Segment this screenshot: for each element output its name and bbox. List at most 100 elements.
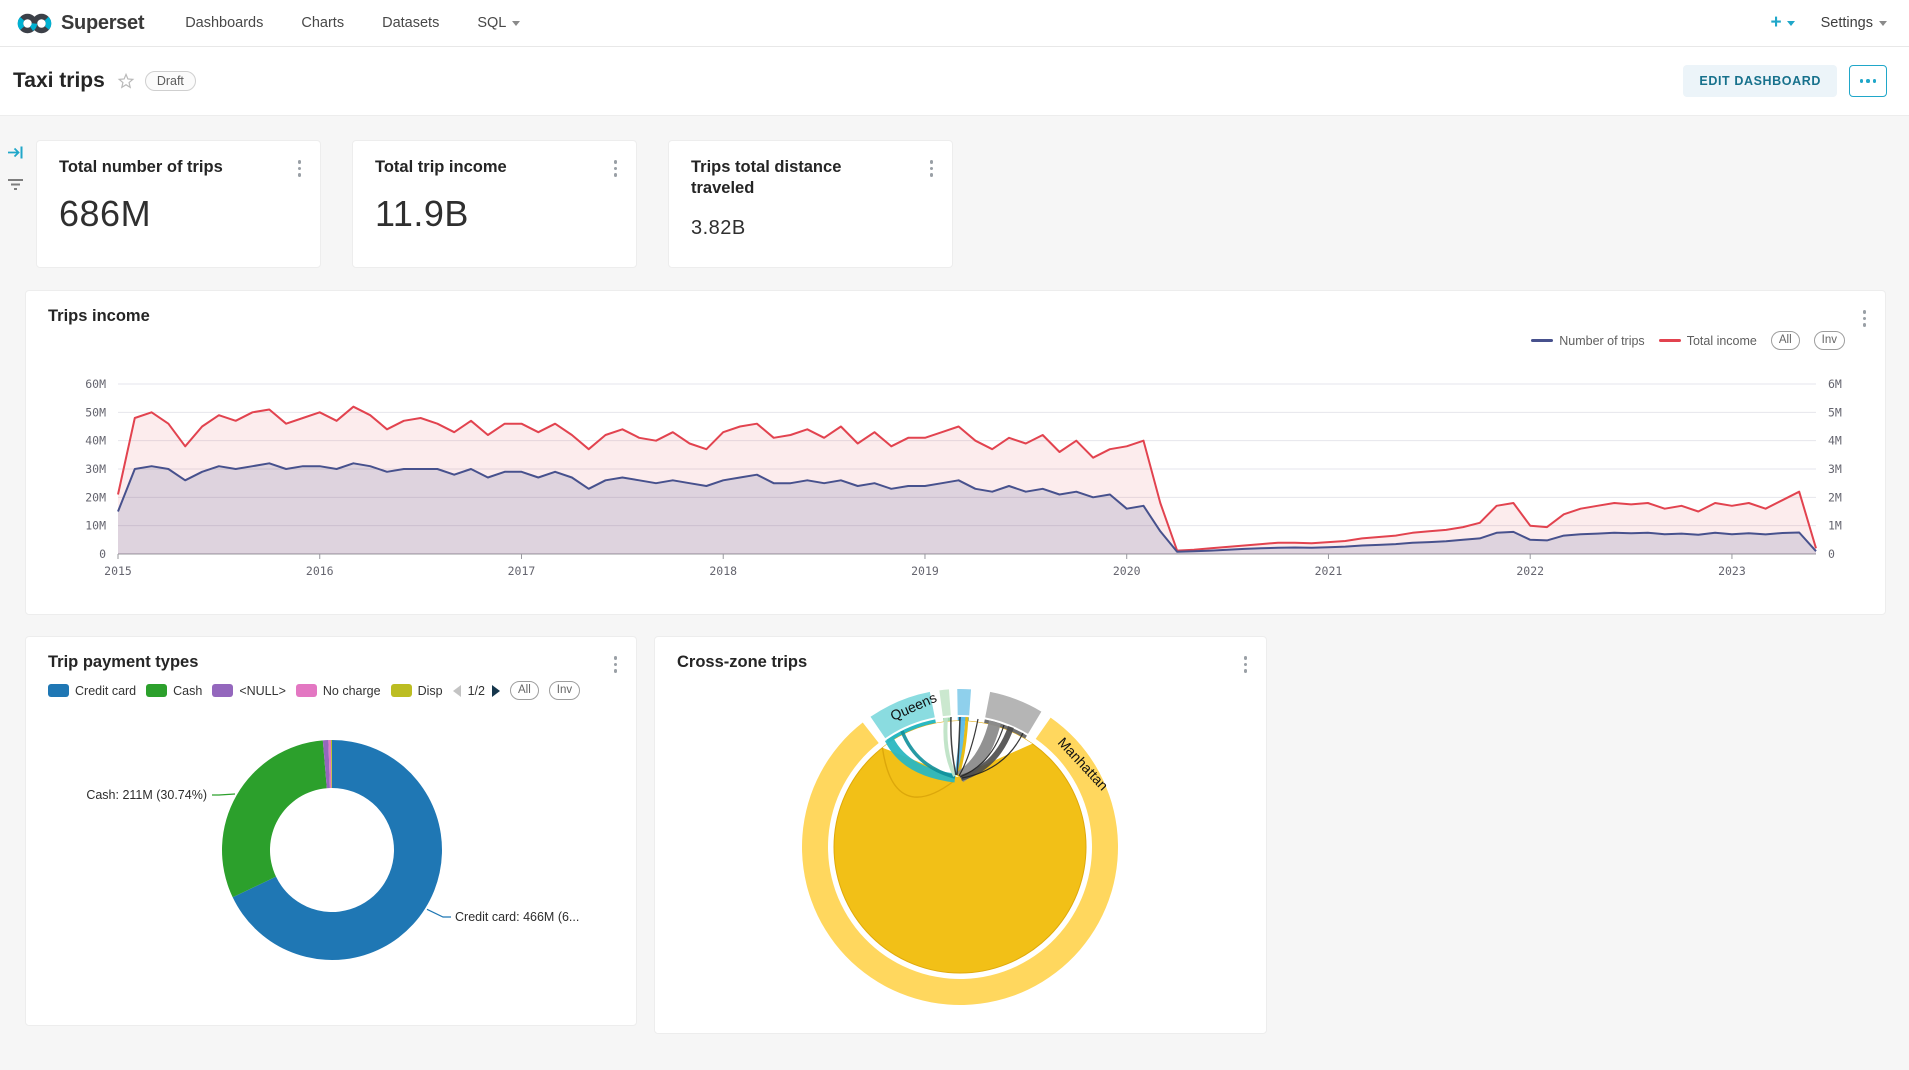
kpi-value: 686M: [59, 193, 152, 234]
legend-swatch: [48, 684, 69, 697]
svg-text:2020: 2020: [1113, 564, 1141, 578]
legend-label: Credit card: [75, 683, 137, 698]
kpi-menu-button[interactable]: [927, 157, 937, 180]
chevron-down-icon: [1786, 20, 1795, 26]
legend-item-cash[interactable]: Cash: [146, 684, 202, 698]
svg-text:40M: 40M: [85, 434, 106, 448]
panel-title: Cross-zone trips: [677, 653, 808, 671]
legend-inv-pill[interactable]: Inv: [1813, 331, 1845, 350]
legend-item-total-income[interactable]: Total income: [1658, 333, 1757, 348]
svg-text:2017: 2017: [508, 564, 536, 578]
legend-swatch: [1658, 339, 1681, 342]
svg-text:6M: 6M: [1828, 377, 1842, 391]
legend-label: <NULL>: [239, 683, 286, 698]
legend-pager: 1/2: [452, 683, 500, 698]
chevron-down-icon: [512, 20, 521, 26]
chevron-down-icon: [1879, 20, 1887, 26]
svg-text:1M: 1M: [1828, 519, 1842, 533]
svg-text:4M: 4M: [1828, 434, 1842, 448]
svg-text:2018: 2018: [709, 564, 737, 578]
donut-chart: Cash: 211M (30.74%) Credit card: 466M (6.…: [86, 740, 579, 960]
legend-swatch: [146, 684, 168, 697]
kpi-title: Total number of trips: [59, 158, 223, 176]
legend-inv-pill[interactable]: Inv: [548, 681, 581, 700]
svg-text:50M: 50M: [85, 405, 106, 419]
donut-legend: Credit card Cash <NULL> No charge Disp 1/2 All…: [48, 681, 622, 700]
panel-title: Trip payment types: [48, 653, 199, 671]
nav-item-dashboards[interactable]: Dashboards: [185, 15, 264, 31]
legend-item-disp[interactable]: Disp: [390, 683, 443, 698]
panel-menu-button[interactable]: [611, 653, 621, 676]
svg-text:2015: 2015: [104, 564, 132, 578]
filter-icon[interactable]: [7, 176, 24, 198]
legend-next-button[interactable]: [491, 684, 500, 697]
legend-swatch: [1531, 339, 1554, 342]
settings-menu[interactable]: Settings: [1821, 15, 1887, 31]
legend-item-number-of-trips[interactable]: Number of trips: [1531, 333, 1645, 348]
panel-menu-button[interactable]: [1241, 653, 1251, 676]
kpi-card-total-distance: Trips total distance traveled 3.82B: [668, 140, 953, 268]
legend-all-pill[interactable]: All: [1770, 331, 1800, 350]
legend-label: Number of trips: [1559, 333, 1645, 348]
brand-name: Superset: [61, 11, 145, 34]
svg-text:20M: 20M: [85, 490, 106, 504]
legend-item-null[interactable]: <NULL>: [212, 684, 286, 698]
legend-all-pill[interactable]: All: [509, 681, 539, 700]
favorite-star-icon[interactable]: [117, 72, 135, 90]
superset-logo[interactable]: Superset: [16, 12, 144, 35]
legend-label: No charge: [322, 683, 381, 698]
edit-dashboard-button[interactable]: EDIT DASHBOARD: [1683, 65, 1837, 97]
legend-item-credit-card[interactable]: Credit card: [48, 684, 136, 698]
legend-label: Cash: [173, 683, 203, 698]
status-badge: Draft: [144, 71, 196, 91]
filter-rail: [0, 116, 30, 236]
legend-label: Total income: [1686, 333, 1757, 348]
nav-right-section: + Settings: [1770, 12, 1887, 34]
superset-infinity-icon: [17, 13, 52, 33]
legend-swatch: [390, 684, 412, 697]
payment-types-panel: Trip payment types Credit card Cash <NULL>…: [25, 636, 637, 1026]
header-actions: EDIT DASHBOARD: [1683, 65, 1887, 97]
nav-item-sql[interactable]: SQL: [462, 5, 535, 41]
nav-menu: Dashboards Charts Datasets SQL: [170, 5, 535, 41]
svg-text:2021: 2021: [1315, 564, 1343, 578]
legend-page-indicator: 1/2: [467, 683, 485, 698]
legend-swatch: [212, 684, 234, 697]
panel-title: Trips income: [48, 307, 150, 325]
svg-text:2023: 2023: [1718, 564, 1746, 578]
more-options-button[interactable]: [1849, 65, 1887, 97]
svg-text:60M: 60M: [85, 377, 106, 391]
svg-text:3M: 3M: [1828, 462, 1842, 476]
timeseries-chart: 0 0 10M 1M 20M 2M 30M 3M 40M 4M 50M 5M 60M 6M 2015 2016…: [85, 377, 1842, 578]
top-navbar: Superset Dashboards Charts Datasets SQL …: [0, 0, 1909, 47]
new-item-button[interactable]: +: [1770, 12, 1795, 34]
kpi-card-trip-income: Total trip income 11.9B: [352, 140, 637, 268]
kpi-menu-button[interactable]: [295, 157, 305, 180]
trips-income-panel: Trips income Number of trips Total income…: [25, 290, 1886, 615]
expand-filters-icon[interactable]: [7, 144, 24, 166]
svg-text:5M: 5M: [1828, 405, 1842, 419]
kpi-title: Trips total distance traveled: [691, 158, 842, 197]
dashboard-header: Taxi trips Draft EDIT DASHBOARD: [0, 47, 1909, 116]
legend-label: Disp: [417, 683, 443, 698]
nav-item-datasets[interactable]: Datasets: [382, 15, 440, 31]
svg-text:2016: 2016: [306, 564, 334, 578]
svg-text:2019: 2019: [911, 564, 939, 578]
svg-text:30M: 30M: [85, 462, 106, 476]
svg-text:2M: 2M: [1828, 490, 1842, 504]
crosszone-panel: Cross-zone trips Queens Manhattan: [654, 636, 1267, 1034]
svg-text:10M: 10M: [85, 519, 106, 533]
legend-prev-button[interactable]: [452, 684, 461, 697]
legend-swatch: [295, 684, 317, 697]
timeseries-legend: Number of trips Total income All Inv: [1531, 331, 1845, 350]
svg-text:2022: 2022: [1516, 564, 1544, 578]
panel-menu-button[interactable]: [1860, 307, 1870, 330]
svg-text:0: 0: [1828, 547, 1835, 561]
nav-item-charts[interactable]: Charts: [301, 15, 345, 31]
kpi-value: 11.9B: [375, 193, 469, 234]
kpi-menu-button[interactable]: [611, 157, 621, 180]
legend-item-no-charge[interactable]: No charge: [295, 683, 381, 698]
svg-text:0: 0: [99, 547, 106, 561]
